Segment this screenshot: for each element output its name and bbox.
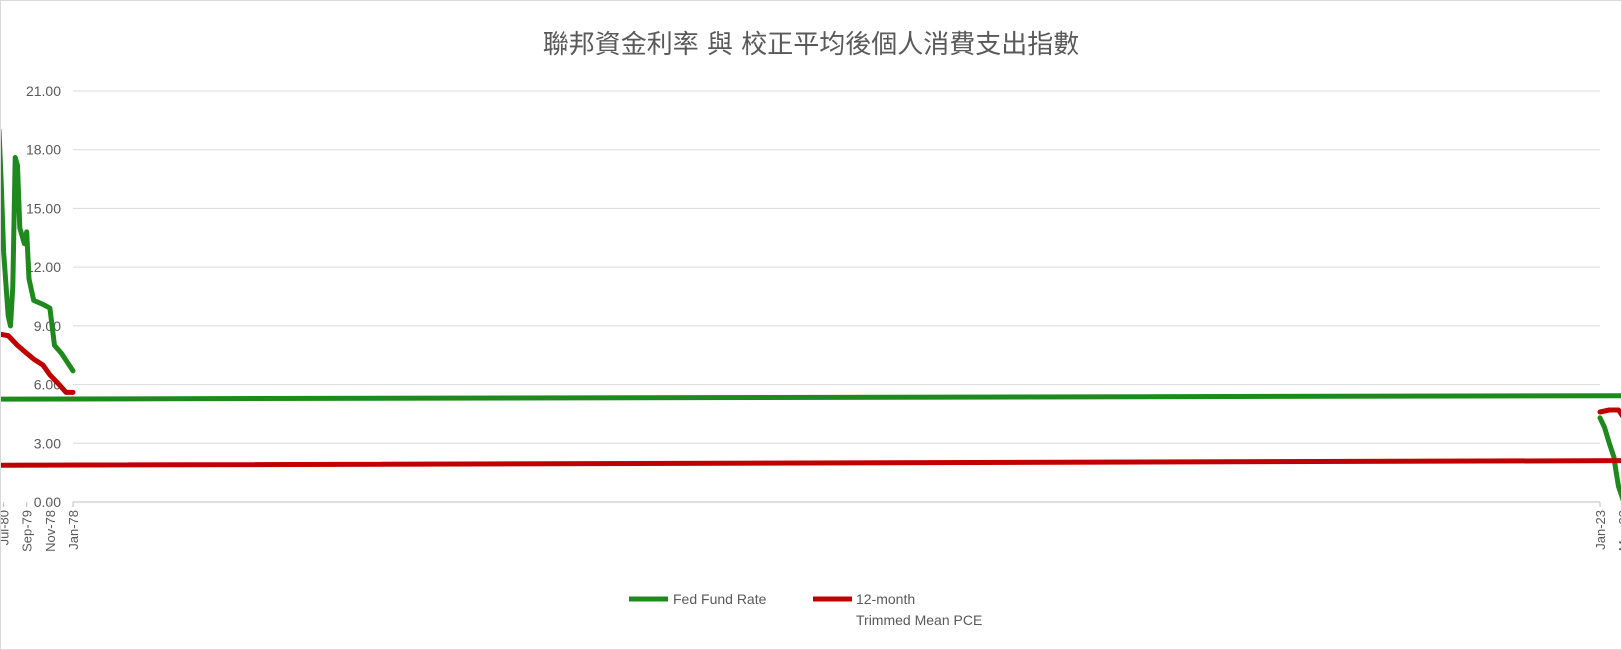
x-tick-label: Jan-23 [1593, 510, 1608, 550]
x-tick-label: Jan-78 [66, 510, 81, 550]
y-tick-label: 15.00 [26, 200, 61, 216]
x-tick-label: Mar-22 [1616, 510, 1621, 551]
y-tick-label: 3.00 [34, 435, 61, 451]
series-line-trimmed-mean-pce [1, 331, 1621, 468]
legend-label-trimmed-mean-pce-line2: Trimmed Mean PCE [856, 612, 982, 628]
legend-label-fed-fund-rate: Fed Fund Rate [673, 591, 767, 607]
x-tick-label: Sep-79 [20, 510, 35, 552]
y-tick-label: 21.00 [26, 83, 61, 99]
y-tick-label: 0.00 [34, 494, 61, 510]
y-tick-label: 9.00 [34, 318, 61, 334]
series-line-fed-fund-rate [1, 128, 1621, 502]
x-tick-label: Nov-78 [43, 510, 58, 552]
x-tick-label: Jul-80 [1, 510, 12, 545]
legend-label-trimmed-mean-pce: 12-month [856, 591, 915, 607]
legend: Fed Fund Rate 12-month Trimmed Mean PCE [629, 591, 982, 628]
chart-title: 聯邦資金利率 與 校正平均後個人消費支出指數 [543, 30, 1080, 60]
y-tick-label: 18.00 [26, 142, 61, 158]
y-tick-label: 12.00 [26, 259, 61, 275]
